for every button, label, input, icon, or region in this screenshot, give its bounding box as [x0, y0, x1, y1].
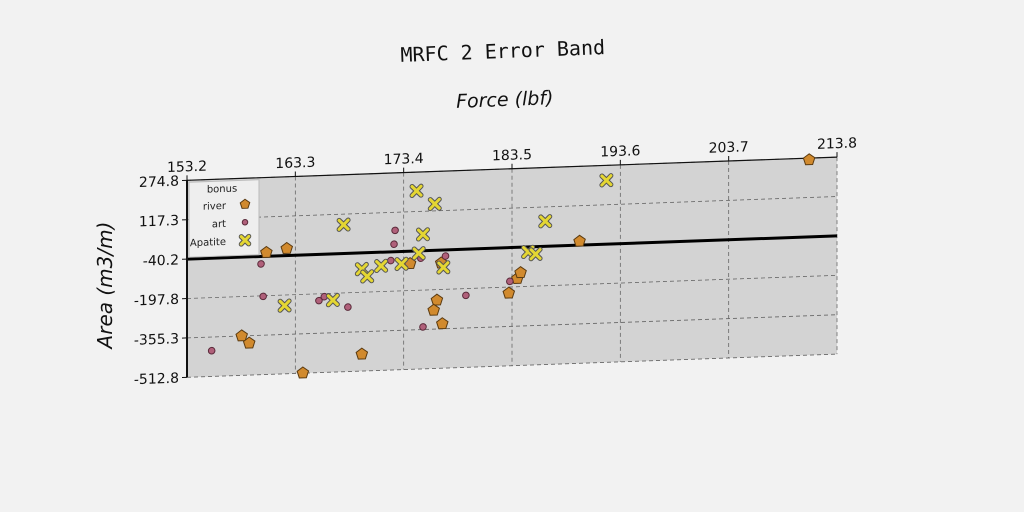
point-art: [441, 252, 450, 260]
legend-marker-art: [241, 219, 249, 226]
point-apatite: [538, 214, 553, 229]
point-river: [435, 317, 449, 330]
legend: bonus river art Apatite: [188, 179, 260, 258]
y-grid-line: [187, 196, 837, 221]
point-art: [386, 256, 395, 265]
point-river: [296, 366, 310, 379]
chart-title: MRFC 2 Error Band: [400, 35, 605, 67]
point-apatite: [336, 217, 351, 232]
point-apatite: [599, 173, 614, 188]
point-apatite: [415, 227, 430, 242]
legend-title: bonus: [207, 184, 237, 196]
point-art: [506, 277, 514, 286]
point-art: [257, 260, 265, 268]
point-art: [391, 226, 399, 235]
legend-marker-apatite: [238, 233, 252, 247]
x-tick-label: 193.6: [600, 143, 640, 160]
y-tick-label: 274.8: [139, 174, 179, 191]
point-apatite: [325, 292, 340, 308]
y-grid-line: [187, 314, 837, 339]
point-art: [462, 291, 470, 300]
point-art: [390, 240, 398, 248]
point-river: [802, 153, 816, 166]
x-tick-label: 203.7: [709, 139, 749, 156]
x-axis-line: [187, 156, 837, 181]
legend-label: art: [212, 219, 226, 231]
point-art: [315, 296, 323, 305]
x-axis-label: Force (lbf): [456, 87, 554, 113]
y-grid-line: [187, 353, 837, 378]
point-river: [514, 266, 527, 279]
x-tick-label: 153.2: [167, 159, 207, 176]
point-art: [419, 323, 427, 331]
point-art: [207, 346, 216, 355]
legend-label: Apatite: [190, 237, 226, 249]
point-art: [259, 292, 267, 301]
legend-label: river: [203, 201, 227, 213]
series-apatite: [277, 173, 614, 313]
point-art: [344, 303, 352, 311]
x-tick-label: 173.4: [384, 151, 424, 168]
point-apatite: [528, 246, 543, 262]
y-tick-label: -512.8: [134, 371, 179, 389]
y-tick-label: -197.8: [134, 292, 179, 310]
point-river: [355, 347, 369, 360]
y-tick-label: -355.3: [134, 331, 179, 349]
point-apatite: [427, 196, 442, 212]
point-river: [242, 336, 256, 349]
point-river: [573, 234, 586, 247]
point-river: [502, 286, 516, 299]
y-axis-label: Area (m3/m): [93, 222, 117, 351]
reference-line: [187, 234, 837, 261]
series-river: [235, 153, 816, 379]
point-apatite: [277, 298, 292, 313]
x-tick-label: 213.8: [817, 135, 857, 152]
y-grid-line: [187, 274, 837, 299]
point-apatite: [436, 260, 451, 275]
point-river: [280, 241, 294, 254]
data-points: [207, 153, 816, 379]
y-tick-label: 117.3: [139, 213, 179, 230]
series-art: [207, 226, 514, 355]
point-apatite: [360, 269, 375, 284]
point-river: [430, 293, 444, 306]
x-tick-label: 163.3: [275, 155, 315, 172]
x-tick-label: 183.5: [492, 147, 532, 164]
point-apatite: [394, 256, 409, 272]
point-apatite: [411, 246, 426, 261]
point-river: [260, 245, 273, 258]
point-apatite: [409, 183, 424, 199]
y-tick-label: -40.2: [143, 252, 179, 269]
point-river: [427, 303, 440, 316]
point-river: [235, 329, 248, 342]
legend-marker-river: [239, 198, 251, 209]
point-apatite: [374, 258, 389, 274]
